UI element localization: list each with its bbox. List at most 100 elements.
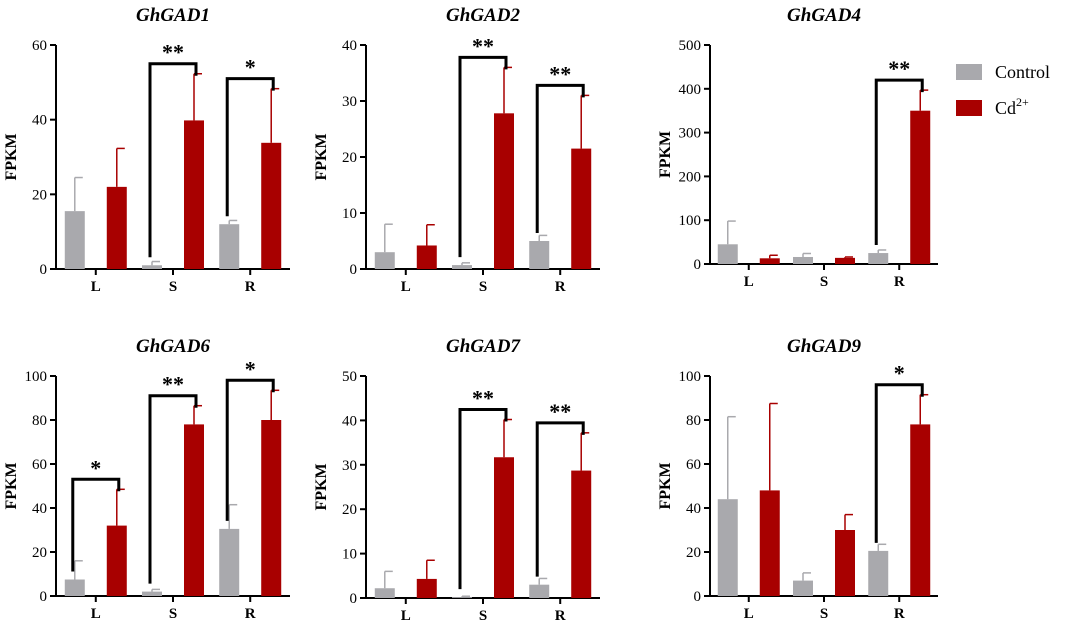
x-tick-label: R [555, 608, 566, 624]
y-tick-label: 0 [40, 262, 48, 278]
bar-control [64, 211, 85, 269]
significance-bracket [458, 55, 508, 258]
significance-marker: * [245, 356, 256, 381]
y-tick-label: 40 [32, 501, 47, 517]
legend-swatch-control [956, 64, 982, 80]
y-tick-label: 20 [32, 187, 47, 203]
bar-cd [759, 490, 780, 596]
bar-cd [759, 258, 780, 264]
bar-control [452, 597, 472, 598]
bar-control [374, 252, 395, 269]
y-tick-label: 60 [686, 457, 701, 473]
x-tick-label: S [169, 606, 177, 622]
chart-title: GhGAD9 [787, 336, 861, 357]
x-tick-label: S [479, 279, 487, 295]
significance-bracket [225, 77, 275, 217]
x-tick-label: S [820, 606, 828, 622]
significance-bracket [148, 394, 198, 584]
significance-marker: ** [162, 372, 184, 397]
chart-title: GhGAD4 [787, 5, 861, 26]
bar-cd [494, 457, 514, 598]
y-tick-label: 10 [342, 206, 357, 222]
x-tick-label: L [401, 608, 411, 624]
y-axis-label: FPKM [313, 463, 330, 510]
bar-control [219, 224, 240, 269]
bar-control [529, 241, 550, 269]
y-tick-label: 400 [679, 82, 702, 98]
x-tick-label: L [401, 279, 411, 295]
significance-bracket [535, 83, 585, 233]
y-tick-label: 0 [40, 589, 48, 605]
y-tick-label: 0 [694, 257, 702, 273]
y-tick-label: 60 [32, 38, 47, 54]
bar-control [868, 253, 889, 264]
y-tick-label: 0 [350, 262, 358, 278]
bar-control [793, 256, 813, 264]
significance-marker: ** [888, 56, 910, 81]
significance-marker: ** [549, 61, 571, 86]
significance-bracket [874, 78, 924, 246]
significance-marker: ** [472, 33, 494, 58]
y-tick-label: 100 [25, 369, 48, 385]
y-tick-label: 20 [686, 545, 701, 561]
significance-bracket [535, 421, 585, 577]
chart-title: GhGAD2 [446, 5, 520, 26]
legend-label-superscript: 2+ [1016, 95, 1029, 109]
y-tick-label: 20 [342, 502, 357, 518]
bar-cd [416, 578, 437, 598]
bar-cd [910, 424, 931, 596]
bar-control [717, 499, 738, 596]
y-tick-label: 40 [342, 38, 357, 54]
y-tick-label: 40 [32, 113, 47, 129]
bar-cd [571, 470, 592, 598]
bar-control [793, 580, 813, 596]
x-tick-label: L [744, 274, 754, 290]
x-tick-label: R [245, 279, 256, 295]
y-tick-label: 10 [342, 547, 357, 563]
bar-control [142, 591, 162, 596]
bar-cd [910, 110, 931, 264]
legend: Control Cd2+ [956, 62, 1050, 118]
x-tick-label: L [744, 606, 754, 622]
y-tick-label: 0 [350, 591, 358, 607]
x-tick-label: S [169, 279, 177, 295]
y-tick-label: 50 [342, 369, 357, 385]
y-axis-label: FPKM [313, 133, 330, 180]
bar-control [64, 579, 85, 596]
y-tick-label: 20 [342, 150, 357, 166]
x-tick-label: R [894, 606, 905, 622]
y-tick-label: 300 [679, 126, 702, 142]
chart-panel-ghgad7: GhGAD7 FPKM 0 10 20 30 40 50 L S ** R ** [313, 336, 600, 624]
bar-control [142, 265, 162, 269]
bar-control [219, 528, 240, 596]
x-tick-label: R [245, 606, 256, 622]
significance-marker: * [90, 455, 101, 480]
bar-cd [261, 142, 282, 269]
bar-control [452, 265, 472, 269]
y-tick-label: 80 [32, 413, 47, 429]
bar-cd [835, 257, 855, 264]
bar-cd [261, 420, 282, 596]
y-tick-label: 500 [679, 38, 702, 54]
x-tick-label: L [91, 279, 101, 295]
bar-cd [416, 245, 437, 269]
bar-cd [106, 525, 127, 596]
y-tick-label: 30 [342, 458, 357, 474]
y-axis-label: FPKM [3, 462, 20, 509]
significance-bracket [458, 408, 508, 590]
bar-control [374, 588, 395, 598]
significance-marker: * [894, 361, 905, 386]
bar-cd [571, 148, 592, 269]
legend-label-control: Control [995, 62, 1050, 82]
chart-title: GhGAD6 [136, 336, 210, 357]
bar-cd [494, 113, 514, 269]
significance-marker: ** [472, 386, 494, 411]
y-tick-label: 40 [686, 501, 701, 517]
bar-control [717, 244, 738, 264]
y-tick-label: 40 [342, 413, 357, 429]
x-tick-label: S [820, 274, 828, 290]
bar-cd [835, 530, 855, 596]
chart-panel-ghgad1: GhGAD1 FPKM 0 20 40 60 L S ** R * [3, 5, 290, 295]
significance-bracket [225, 378, 275, 521]
